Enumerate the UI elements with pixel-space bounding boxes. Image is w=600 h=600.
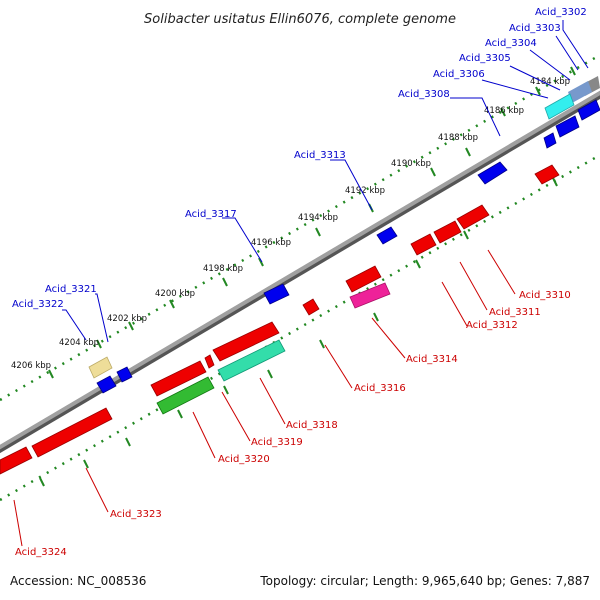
label-acid-3323[interactable]: Acid_3323 [110,509,162,520]
gene-acid-3319 [150,360,207,397]
gene-acid-3323 [31,407,113,458]
label-acid-3313[interactable]: Acid_3313 [294,150,346,161]
accession-text: Accession: NC_008536 [10,574,146,588]
label-acid-3319[interactable]: Acid_3319 [251,437,303,448]
gene-acid-3314 [345,265,382,293]
blue-leader-lines [62,20,589,343]
gene-acid-3310 [534,164,560,185]
label-acid-3312[interactable]: Acid_3312 [466,320,518,331]
label-acid-3311[interactable]: Acid_3311 [489,307,541,318]
label-acid-3322[interactable]: Acid_3322 [12,299,64,310]
tick-label-4194: 4194 kbp [298,213,338,223]
forward-genes [88,76,600,394]
label-acid-3314[interactable]: Acid_3314 [406,354,458,365]
tick-label-4206: 4206 kbp [11,361,51,371]
gene-acid-3306 [544,93,575,120]
lower-scale-track [0,153,600,502]
label-acid-3303[interactable]: Acid_3303 [509,23,561,34]
label-acid-3305[interactable]: Acid_3305 [459,53,511,64]
tick-label-4184: 4184 kbp [530,77,570,87]
gene-acid-3312 [433,220,462,244]
tick-label-4196: 4196 kbp [251,238,291,248]
label-acid-3304[interactable]: Acid_3304 [485,38,537,49]
label-acid-3317[interactable]: Acid_3317 [185,209,237,220]
gene-acid-3303 [568,81,592,103]
gene-acid-3311 [456,204,490,230]
gene-small-reverse [204,354,215,369]
reverse-genes [0,164,560,475]
gene-small-forward [543,132,557,149]
map-title: Solibacter usitatus Ellin6076, complete … [144,12,456,27]
red-leader-lines [13,249,516,547]
label-acid-3324[interactable]: Acid_3324 [15,547,67,558]
label-acid-3318[interactable]: Acid_3318 [286,420,338,431]
tick-label-4202: 4202 kbp [107,314,147,324]
upper-scale-track [0,53,600,402]
genome-backbone [0,90,600,450]
gene-acid-3322 [88,356,113,379]
gene-acid-3321 [116,366,133,383]
tick-label-4190: 4190 kbp [391,159,431,169]
tick-label-4200: 4200 kbp [155,289,195,299]
label-acid-3320[interactable]: Acid_3320 [218,454,270,465]
gene-acid-3313 [477,161,508,185]
label-acid-3308[interactable]: Acid_3308 [398,89,450,100]
tick-label-4204: 4204 kbp [59,338,99,348]
gene-acid-3316 [302,298,320,316]
label-acid-3316[interactable]: Acid_3316 [354,383,406,394]
genome-summary-text: Topology: circular; Length: 9,965,640 bp… [259,574,590,588]
gene-acid-3314-magenta [349,282,391,309]
label-acid-3321[interactable]: Acid_3321 [45,284,97,295]
label-acid-3310[interactable]: Acid_3310 [519,290,571,301]
tick-label-4188: 4188 kbp [438,133,478,143]
gene-forward-center [263,283,290,305]
gene-acid-3324 [0,446,33,475]
label-acid-3302[interactable]: Acid_3302 [535,7,587,18]
upper-major-ticks [48,66,576,379]
gene-acid-3305 [577,99,600,121]
gene-acid-3318-teal [217,339,286,382]
gene-acid-3317 [376,226,398,245]
gene-acid-3321b [96,375,117,394]
label-acid-3306[interactable]: Acid_3306 [433,69,485,80]
lower-major-ticks [39,177,558,487]
tick-label-4186: 4186 kbp [484,106,524,116]
gene-acid-3320 [156,376,215,415]
gene-acid-3308 [555,115,580,138]
gene-acid-3312b [410,233,437,256]
gene-acid-3318 [212,321,280,362]
tick-label-4192: 4192 kbp [345,186,385,196]
tick-label-4198: 4198 kbp [203,264,243,274]
